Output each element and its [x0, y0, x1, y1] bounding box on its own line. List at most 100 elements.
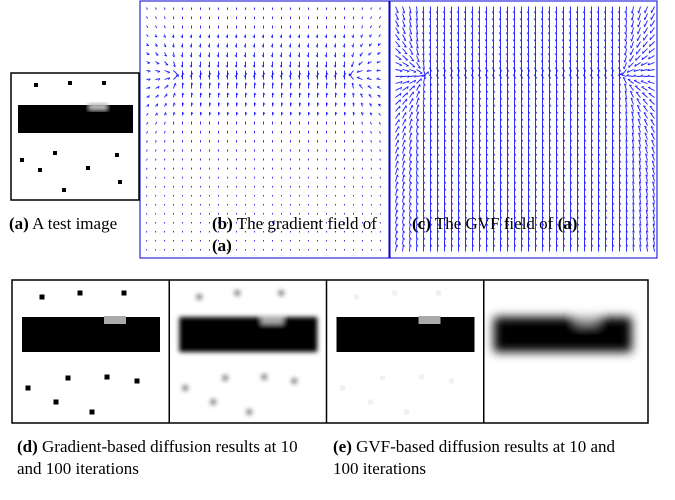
highlight: [576, 316, 598, 324]
vector-head: [405, 53, 407, 54]
dot: [223, 376, 228, 381]
highlight: [104, 316, 126, 324]
vector: [410, 238, 411, 245]
caption-text: A test image: [32, 214, 117, 233]
bar: [337, 317, 475, 352]
dot: [593, 291, 598, 296]
caption-c: (c) The GVF field of (a): [412, 213, 672, 235]
dot: [135, 379, 140, 384]
dot: [279, 291, 284, 296]
panel-label: (c): [412, 214, 431, 233]
highlight: [419, 316, 441, 324]
dot: [68, 81, 72, 85]
dot: [292, 379, 297, 384]
dot: [368, 400, 373, 405]
dot: [34, 83, 38, 87]
panel-label: (b): [212, 214, 233, 233]
dot: [262, 375, 267, 380]
dot: [102, 81, 106, 85]
vector: [626, 14, 627, 21]
vector: [165, 131, 166, 134]
dot: [118, 180, 122, 184]
dot: [525, 400, 530, 405]
dot: [54, 400, 59, 405]
dot: [90, 410, 95, 415]
panel-label: (d): [17, 437, 38, 456]
figure: (a) A test image (b) The gradient field …: [0, 0, 675, 500]
dot: [53, 151, 57, 155]
vector-head: [398, 46, 400, 47]
vector-head: [377, 86, 379, 87]
vector: [380, 159, 381, 161]
vector: [147, 159, 148, 161]
vector-head: [398, 133, 399, 135]
highlight: [261, 316, 283, 324]
vector: [417, 182, 418, 189]
vector-head: [630, 52, 631, 54]
vector: [165, 17, 166, 20]
dot: [537, 376, 542, 381]
dot: [511, 295, 516, 300]
vector: [371, 149, 372, 151]
vector: [626, 21, 627, 28]
dot: [26, 386, 31, 391]
dot: [78, 291, 83, 296]
bar: [179, 317, 317, 352]
dot: [419, 375, 424, 380]
vector: [417, 161, 418, 168]
caption-b: (b) The gradient field of (a): [212, 213, 392, 257]
vector: [417, 168, 418, 175]
vector: [410, 245, 411, 252]
dot: [549, 291, 554, 296]
diffusion-results: [12, 280, 648, 423]
vector: [380, 168, 381, 170]
caption-d: (d) Gradient-based diffusion results at …: [17, 436, 317, 480]
dot: [354, 295, 359, 300]
dot: [86, 166, 90, 170]
bar: [22, 317, 160, 352]
panel-label: (e): [333, 437, 352, 456]
dot: [392, 291, 397, 296]
dot: [183, 386, 188, 391]
dot: [606, 379, 611, 384]
caption-a: (a) A test image: [9, 213, 199, 235]
dot: [449, 379, 454, 384]
dot: [404, 410, 409, 415]
dot: [235, 291, 240, 296]
vector-head: [643, 99, 645, 100]
dot: [211, 400, 216, 405]
dot: [40, 295, 45, 300]
caption-e: (e) GVF-based diffusion results at 10 an…: [333, 436, 633, 480]
dot: [20, 158, 24, 162]
dot: [105, 375, 110, 380]
dot: [340, 386, 345, 391]
dot: [115, 153, 119, 157]
vector: [634, 76, 641, 77]
vector: [147, 168, 148, 170]
dot: [122, 291, 127, 296]
caption-text: The GVF field of: [435, 214, 554, 233]
panel-label: (a): [9, 214, 29, 233]
caption-text: GVF-based diffusion results at 10 and 10…: [333, 437, 615, 478]
dot: [497, 386, 502, 391]
vector: [417, 175, 418, 182]
test-image: [11, 73, 139, 200]
dot: [576, 375, 581, 380]
vector-head: [634, 80, 636, 81]
dot: [197, 295, 202, 300]
dot: [247, 410, 252, 415]
dot: [38, 168, 42, 172]
panel-ref: (a): [212, 236, 232, 255]
vector-head: [637, 38, 638, 40]
vector: [156, 149, 157, 151]
dot: [62, 188, 66, 192]
dot: [380, 376, 385, 381]
caption-text: Gradient-based diffusion results at 10 a…: [17, 437, 298, 478]
bar: [494, 317, 632, 352]
dot: [436, 291, 441, 296]
vector: [362, 131, 363, 134]
vector-head: [405, 119, 406, 121]
dot: [561, 410, 566, 415]
panel-ref: (a): [558, 214, 578, 233]
vector-head: [644, 24, 645, 26]
